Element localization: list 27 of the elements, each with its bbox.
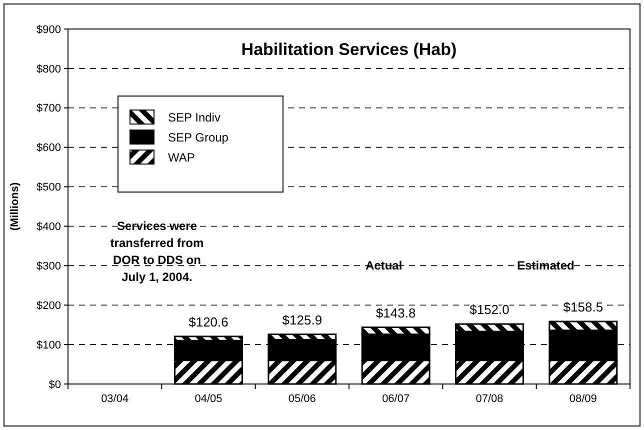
x-tick-label: 07/08: [476, 393, 504, 405]
legend-label: SEP Group: [168, 130, 229, 144]
y-tick-label: $600: [36, 142, 61, 154]
x-tick-label: 03/04: [101, 393, 129, 405]
y-tick-label: $200: [36, 300, 61, 312]
text: Habilitation Services (Hab): [241, 40, 457, 59]
x-tick-label: 06/07: [382, 393, 410, 405]
y-tick-label: $0: [48, 378, 61, 391]
annotation: Actual: [365, 258, 402, 273]
y-tick-label: $900: [36, 24, 61, 36]
total-label: $143.8: [376, 305, 416, 320]
legend-label: WAP: [168, 150, 195, 164]
x-tick-label: 08/09: [569, 393, 597, 405]
x-tick-label: 05/06: [288, 393, 316, 405]
y-axis-title: (Millions): [9, 182, 21, 231]
legend-label: SEP Indiv: [168, 110, 220, 124]
total-label: $120.6: [188, 314, 228, 330]
y-tick-label: $500: [36, 182, 61, 194]
x-tick-label: 04/05: [194, 393, 222, 405]
y-tick-label: $400: [36, 221, 61, 234]
y-tick-label: $800: [36, 63, 61, 76]
annotation: Estimated: [517, 258, 574, 273]
total-label: $152.0: [470, 302, 510, 318]
total-label: $125.9: [282, 312, 322, 328]
y-tick-label: $300: [36, 260, 61, 273]
y-tick-label: $700: [36, 102, 61, 115]
y-tick-label: $100: [36, 339, 61, 352]
